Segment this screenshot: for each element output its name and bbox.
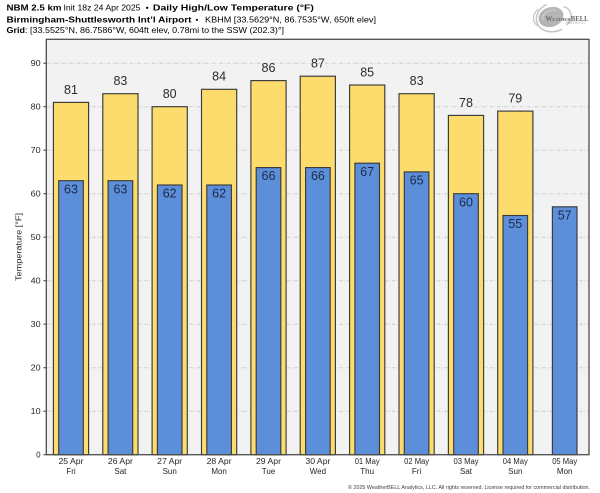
svg-text:30 Apr: 30 Apr: [305, 457, 330, 466]
svg-text:57: 57: [558, 208, 572, 222]
svg-text:87: 87: [311, 57, 325, 71]
svg-text:27 Apr: 27 Apr: [157, 457, 182, 466]
svg-text:28 Apr: 28 Apr: [207, 457, 232, 466]
svg-text:62: 62: [212, 187, 226, 201]
svg-text:Fri: Fri: [412, 467, 422, 476]
svg-text:40: 40: [31, 277, 42, 286]
svg-text:86: 86: [262, 61, 276, 75]
svg-text:60: 60: [459, 195, 473, 209]
svg-text:03 May: 03 May: [454, 457, 479, 466]
svg-text:Mon: Mon: [557, 467, 573, 476]
svg-text:63: 63: [113, 182, 127, 196]
svg-text:KBHM [33.5629°N, 86.7535°W, 65: KBHM [33.5629°N, 86.7535°W, 650ft elev]: [205, 15, 376, 24]
svg-text:NBM 2.5 km: NBM 2.5 km: [7, 4, 62, 13]
svg-text:02 May: 02 May: [404, 457, 429, 466]
svg-text:63: 63: [64, 182, 78, 196]
svg-text:Wed: Wed: [310, 467, 326, 476]
svg-text:55: 55: [508, 217, 522, 231]
svg-text:60: 60: [31, 190, 42, 199]
svg-text:25 Apr: 25 Apr: [59, 457, 84, 466]
svg-text:85: 85: [360, 65, 374, 79]
svg-text:81: 81: [64, 83, 78, 97]
svg-text:: [33.5525°N, 86.7586°W, 604ft: : [33.5525°N, 86.7586°W, 604ft elev, 0.7…: [25, 26, 284, 35]
svg-text:Sun: Sun: [508, 467, 522, 476]
svg-text:Temperature [°F]: Temperature [°F]: [15, 213, 24, 281]
svg-text:WEATHERBELL: WEATHERBELL: [546, 16, 589, 23]
svg-text:80: 80: [163, 87, 177, 101]
svg-text:29 Apr: 29 Apr: [256, 457, 281, 466]
svg-text:30: 30: [31, 320, 42, 329]
svg-text:ANALYTICS LLC: ANALYTICS LLC: [566, 22, 586, 25]
svg-text:62: 62: [163, 187, 177, 201]
svg-text:Thu: Thu: [360, 467, 374, 476]
svg-text:•: •: [196, 15, 199, 24]
svg-text:83: 83: [113, 74, 127, 88]
svg-text:78: 78: [459, 96, 473, 110]
svg-text:Birmingham-Shuttlesworth Int’l: Birmingham-Shuttlesworth Int’l Airport: [7, 15, 192, 24]
svg-text:26 Apr: 26 Apr: [108, 457, 133, 466]
svg-text:10: 10: [31, 407, 42, 416]
svg-text:70: 70: [31, 146, 42, 155]
svg-text:65: 65: [410, 174, 424, 188]
svg-text:50: 50: [31, 233, 42, 242]
svg-text:Grid: Grid: [7, 26, 26, 35]
svg-text:01 May: 01 May: [355, 457, 380, 466]
svg-text:Init 18z 24 Apr 2025: Init 18z 24 Apr 2025: [64, 4, 142, 13]
svg-text:Sun: Sun: [163, 467, 177, 476]
svg-text:84: 84: [212, 70, 226, 84]
svg-text:83: 83: [410, 74, 424, 88]
svg-text:67: 67: [360, 165, 374, 179]
svg-text:20: 20: [31, 364, 42, 373]
svg-text:66: 66: [311, 169, 325, 183]
svg-text:Sat: Sat: [114, 467, 127, 476]
svg-text:66: 66: [262, 169, 276, 183]
svg-text:© 2025 WeatherBELL Analytics,: © 2025 WeatherBELL Analytics, LLC. All r…: [348, 484, 590, 491]
svg-text:05 May: 05 May: [552, 457, 577, 466]
svg-text:80: 80: [31, 103, 42, 112]
svg-text:04 May: 04 May: [503, 457, 528, 466]
svg-text:0: 0: [36, 451, 41, 460]
svg-text:79: 79: [508, 92, 522, 106]
svg-text:Tue: Tue: [262, 467, 276, 476]
svg-text:Sat: Sat: [460, 467, 473, 476]
svg-text:90: 90: [31, 59, 42, 68]
svg-text:•: •: [146, 4, 149, 13]
svg-text:Fri: Fri: [66, 467, 76, 476]
svg-text:Mon: Mon: [211, 467, 227, 476]
svg-text:Daily High/Low Temperature (°F: Daily High/Low Temperature (°F): [153, 4, 314, 13]
